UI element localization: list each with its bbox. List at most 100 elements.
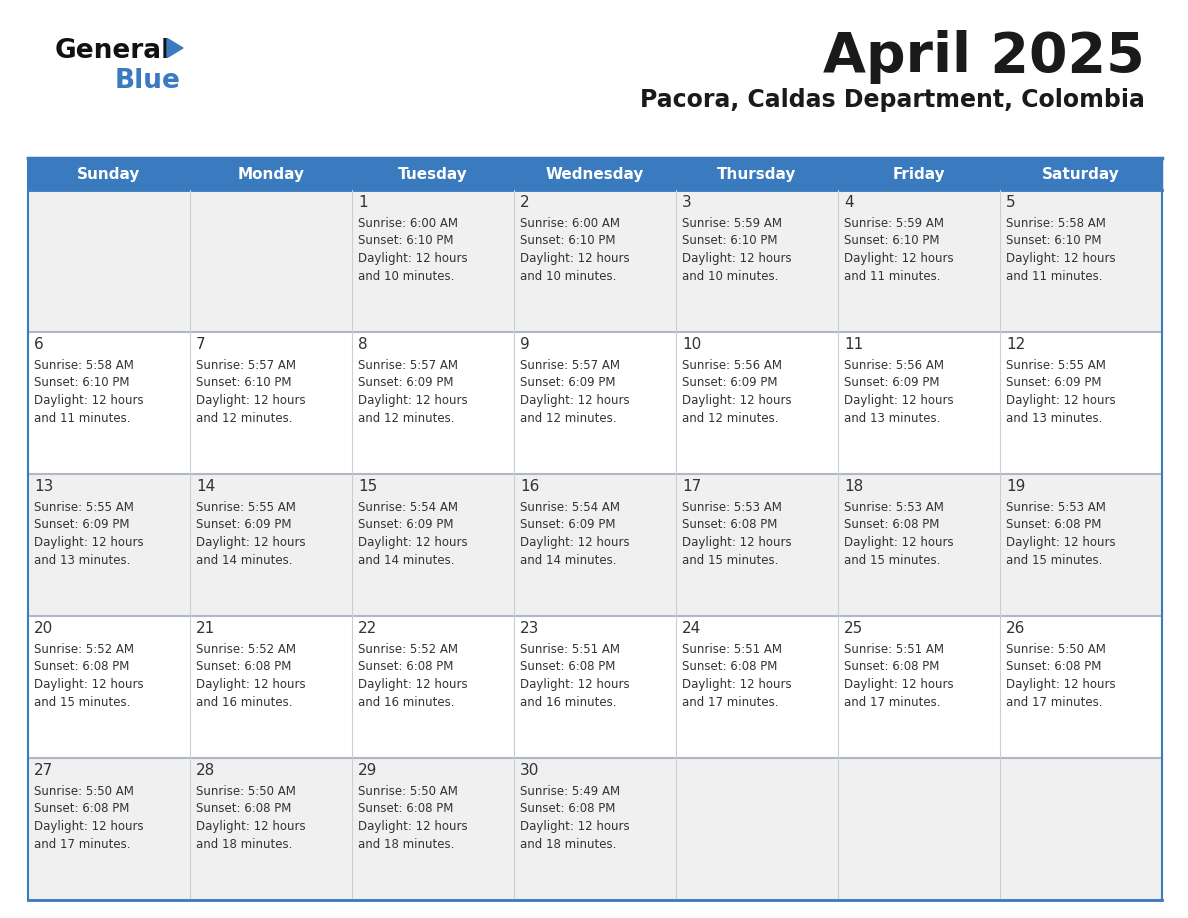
Text: 24: 24 <box>682 621 701 636</box>
Text: Daylight: 12 hours: Daylight: 12 hours <box>682 252 791 265</box>
Text: Sunset: 6:08 PM: Sunset: 6:08 PM <box>1006 519 1101 532</box>
Text: Daylight: 12 hours: Daylight: 12 hours <box>682 678 791 691</box>
Text: Sunset: 6:08 PM: Sunset: 6:08 PM <box>520 802 615 815</box>
Text: 15: 15 <box>358 479 378 494</box>
Text: Sunset: 6:08 PM: Sunset: 6:08 PM <box>843 519 940 532</box>
Text: 23: 23 <box>520 621 539 636</box>
Text: Daylight: 12 hours: Daylight: 12 hours <box>196 820 305 833</box>
Text: Sunset: 6:09 PM: Sunset: 6:09 PM <box>1006 376 1101 389</box>
Text: and 14 minutes.: and 14 minutes. <box>196 554 292 566</box>
Text: Daylight: 12 hours: Daylight: 12 hours <box>34 820 144 833</box>
Text: Daylight: 12 hours: Daylight: 12 hours <box>34 394 144 407</box>
Text: Daylight: 12 hours: Daylight: 12 hours <box>358 820 468 833</box>
Text: 22: 22 <box>358 621 378 636</box>
Text: Daylight: 12 hours: Daylight: 12 hours <box>1006 394 1116 407</box>
Text: Sunset: 6:08 PM: Sunset: 6:08 PM <box>358 660 454 674</box>
Text: Sunset: 6:08 PM: Sunset: 6:08 PM <box>843 660 940 674</box>
Text: and 10 minutes.: and 10 minutes. <box>682 270 778 283</box>
Text: 3: 3 <box>682 195 691 210</box>
Text: and 15 minutes.: and 15 minutes. <box>682 554 778 566</box>
Text: 20: 20 <box>34 621 53 636</box>
Text: Sunset: 6:09 PM: Sunset: 6:09 PM <box>843 376 940 389</box>
Text: 30: 30 <box>520 763 539 778</box>
Text: 21: 21 <box>196 621 215 636</box>
Text: Sunset: 6:10 PM: Sunset: 6:10 PM <box>196 376 291 389</box>
Text: and 17 minutes.: and 17 minutes. <box>1006 696 1102 709</box>
Text: and 17 minutes.: and 17 minutes. <box>682 696 778 709</box>
Text: Sunset: 6:08 PM: Sunset: 6:08 PM <box>34 802 129 815</box>
Text: Daylight: 12 hours: Daylight: 12 hours <box>34 678 144 691</box>
Text: 17: 17 <box>682 479 701 494</box>
Text: Sunset: 6:09 PM: Sunset: 6:09 PM <box>520 519 615 532</box>
Bar <box>29 332 1162 474</box>
Text: and 12 minutes.: and 12 minutes. <box>358 411 455 424</box>
Text: 6: 6 <box>34 337 44 352</box>
Bar <box>29 474 1162 616</box>
Text: Sunrise: 5:57 AM: Sunrise: 5:57 AM <box>520 359 620 372</box>
Text: and 15 minutes.: and 15 minutes. <box>843 554 941 566</box>
Text: Sunrise: 5:58 AM: Sunrise: 5:58 AM <box>34 359 134 372</box>
Text: Sunset: 6:09 PM: Sunset: 6:09 PM <box>682 376 777 389</box>
Text: Sunset: 6:10 PM: Sunset: 6:10 PM <box>1006 234 1101 248</box>
Text: Sunset: 6:09 PM: Sunset: 6:09 PM <box>196 519 291 532</box>
Text: Daylight: 12 hours: Daylight: 12 hours <box>358 678 468 691</box>
Text: 7: 7 <box>196 337 206 352</box>
Text: Monday: Monday <box>238 166 304 182</box>
Text: 4: 4 <box>843 195 854 210</box>
Text: and 16 minutes.: and 16 minutes. <box>358 696 455 709</box>
Text: and 12 minutes.: and 12 minutes. <box>520 411 617 424</box>
Text: Thursday: Thursday <box>718 166 797 182</box>
Text: Sunset: 6:08 PM: Sunset: 6:08 PM <box>358 802 454 815</box>
Text: Sunrise: 5:57 AM: Sunrise: 5:57 AM <box>196 359 296 372</box>
Text: Saturday: Saturday <box>1042 166 1120 182</box>
Text: Sunset: 6:09 PM: Sunset: 6:09 PM <box>358 519 454 532</box>
Bar <box>29 616 1162 758</box>
Text: Sunset: 6:10 PM: Sunset: 6:10 PM <box>34 376 129 389</box>
Text: Sunrise: 5:50 AM: Sunrise: 5:50 AM <box>196 785 296 798</box>
Text: Sunrise: 6:00 AM: Sunrise: 6:00 AM <box>358 217 459 230</box>
Text: and 10 minutes.: and 10 minutes. <box>358 270 454 283</box>
Text: Sunset: 6:10 PM: Sunset: 6:10 PM <box>520 234 615 248</box>
Text: April 2025: April 2025 <box>823 30 1145 84</box>
Text: Daylight: 12 hours: Daylight: 12 hours <box>843 394 954 407</box>
Text: Daylight: 12 hours: Daylight: 12 hours <box>843 252 954 265</box>
Text: Sunrise: 5:53 AM: Sunrise: 5:53 AM <box>682 501 782 514</box>
Polygon shape <box>168 39 183 58</box>
Text: Daylight: 12 hours: Daylight: 12 hours <box>520 394 630 407</box>
Text: Sunset: 6:09 PM: Sunset: 6:09 PM <box>520 376 615 389</box>
Text: Sunset: 6:08 PM: Sunset: 6:08 PM <box>682 660 777 674</box>
Text: Sunrise: 5:52 AM: Sunrise: 5:52 AM <box>196 643 296 656</box>
Text: Sunrise: 5:55 AM: Sunrise: 5:55 AM <box>34 501 134 514</box>
Text: Tuesday: Tuesday <box>398 166 468 182</box>
Text: Daylight: 12 hours: Daylight: 12 hours <box>34 536 144 549</box>
Bar <box>29 758 1162 900</box>
Text: Sunrise: 5:53 AM: Sunrise: 5:53 AM <box>1006 501 1106 514</box>
Text: Daylight: 12 hours: Daylight: 12 hours <box>520 820 630 833</box>
Text: and 18 minutes.: and 18 minutes. <box>358 837 454 850</box>
Text: and 11 minutes.: and 11 minutes. <box>843 270 941 283</box>
Text: Daylight: 12 hours: Daylight: 12 hours <box>520 536 630 549</box>
Text: and 17 minutes.: and 17 minutes. <box>34 837 131 850</box>
Text: Daylight: 12 hours: Daylight: 12 hours <box>196 536 305 549</box>
Text: Sunrise: 5:57 AM: Sunrise: 5:57 AM <box>358 359 459 372</box>
Text: 29: 29 <box>358 763 378 778</box>
Bar <box>29 190 1162 332</box>
Text: and 14 minutes.: and 14 minutes. <box>520 554 617 566</box>
Text: and 17 minutes.: and 17 minutes. <box>843 696 941 709</box>
Text: Sunset: 6:10 PM: Sunset: 6:10 PM <box>682 234 777 248</box>
Text: Sunrise: 5:50 AM: Sunrise: 5:50 AM <box>34 785 134 798</box>
Text: 11: 11 <box>843 337 864 352</box>
Text: 18: 18 <box>843 479 864 494</box>
Text: Blue: Blue <box>115 68 181 94</box>
Text: 5: 5 <box>1006 195 1016 210</box>
Text: and 13 minutes.: and 13 minutes. <box>1006 411 1102 424</box>
Text: Sunset: 6:08 PM: Sunset: 6:08 PM <box>520 660 615 674</box>
Text: and 10 minutes.: and 10 minutes. <box>520 270 617 283</box>
Text: and 11 minutes.: and 11 minutes. <box>1006 270 1102 283</box>
Text: Daylight: 12 hours: Daylight: 12 hours <box>520 252 630 265</box>
Text: 28: 28 <box>196 763 215 778</box>
Text: Daylight: 12 hours: Daylight: 12 hours <box>358 394 468 407</box>
Text: Sunrise: 5:54 AM: Sunrise: 5:54 AM <box>358 501 459 514</box>
Text: 1: 1 <box>358 195 367 210</box>
Text: 8: 8 <box>358 337 367 352</box>
